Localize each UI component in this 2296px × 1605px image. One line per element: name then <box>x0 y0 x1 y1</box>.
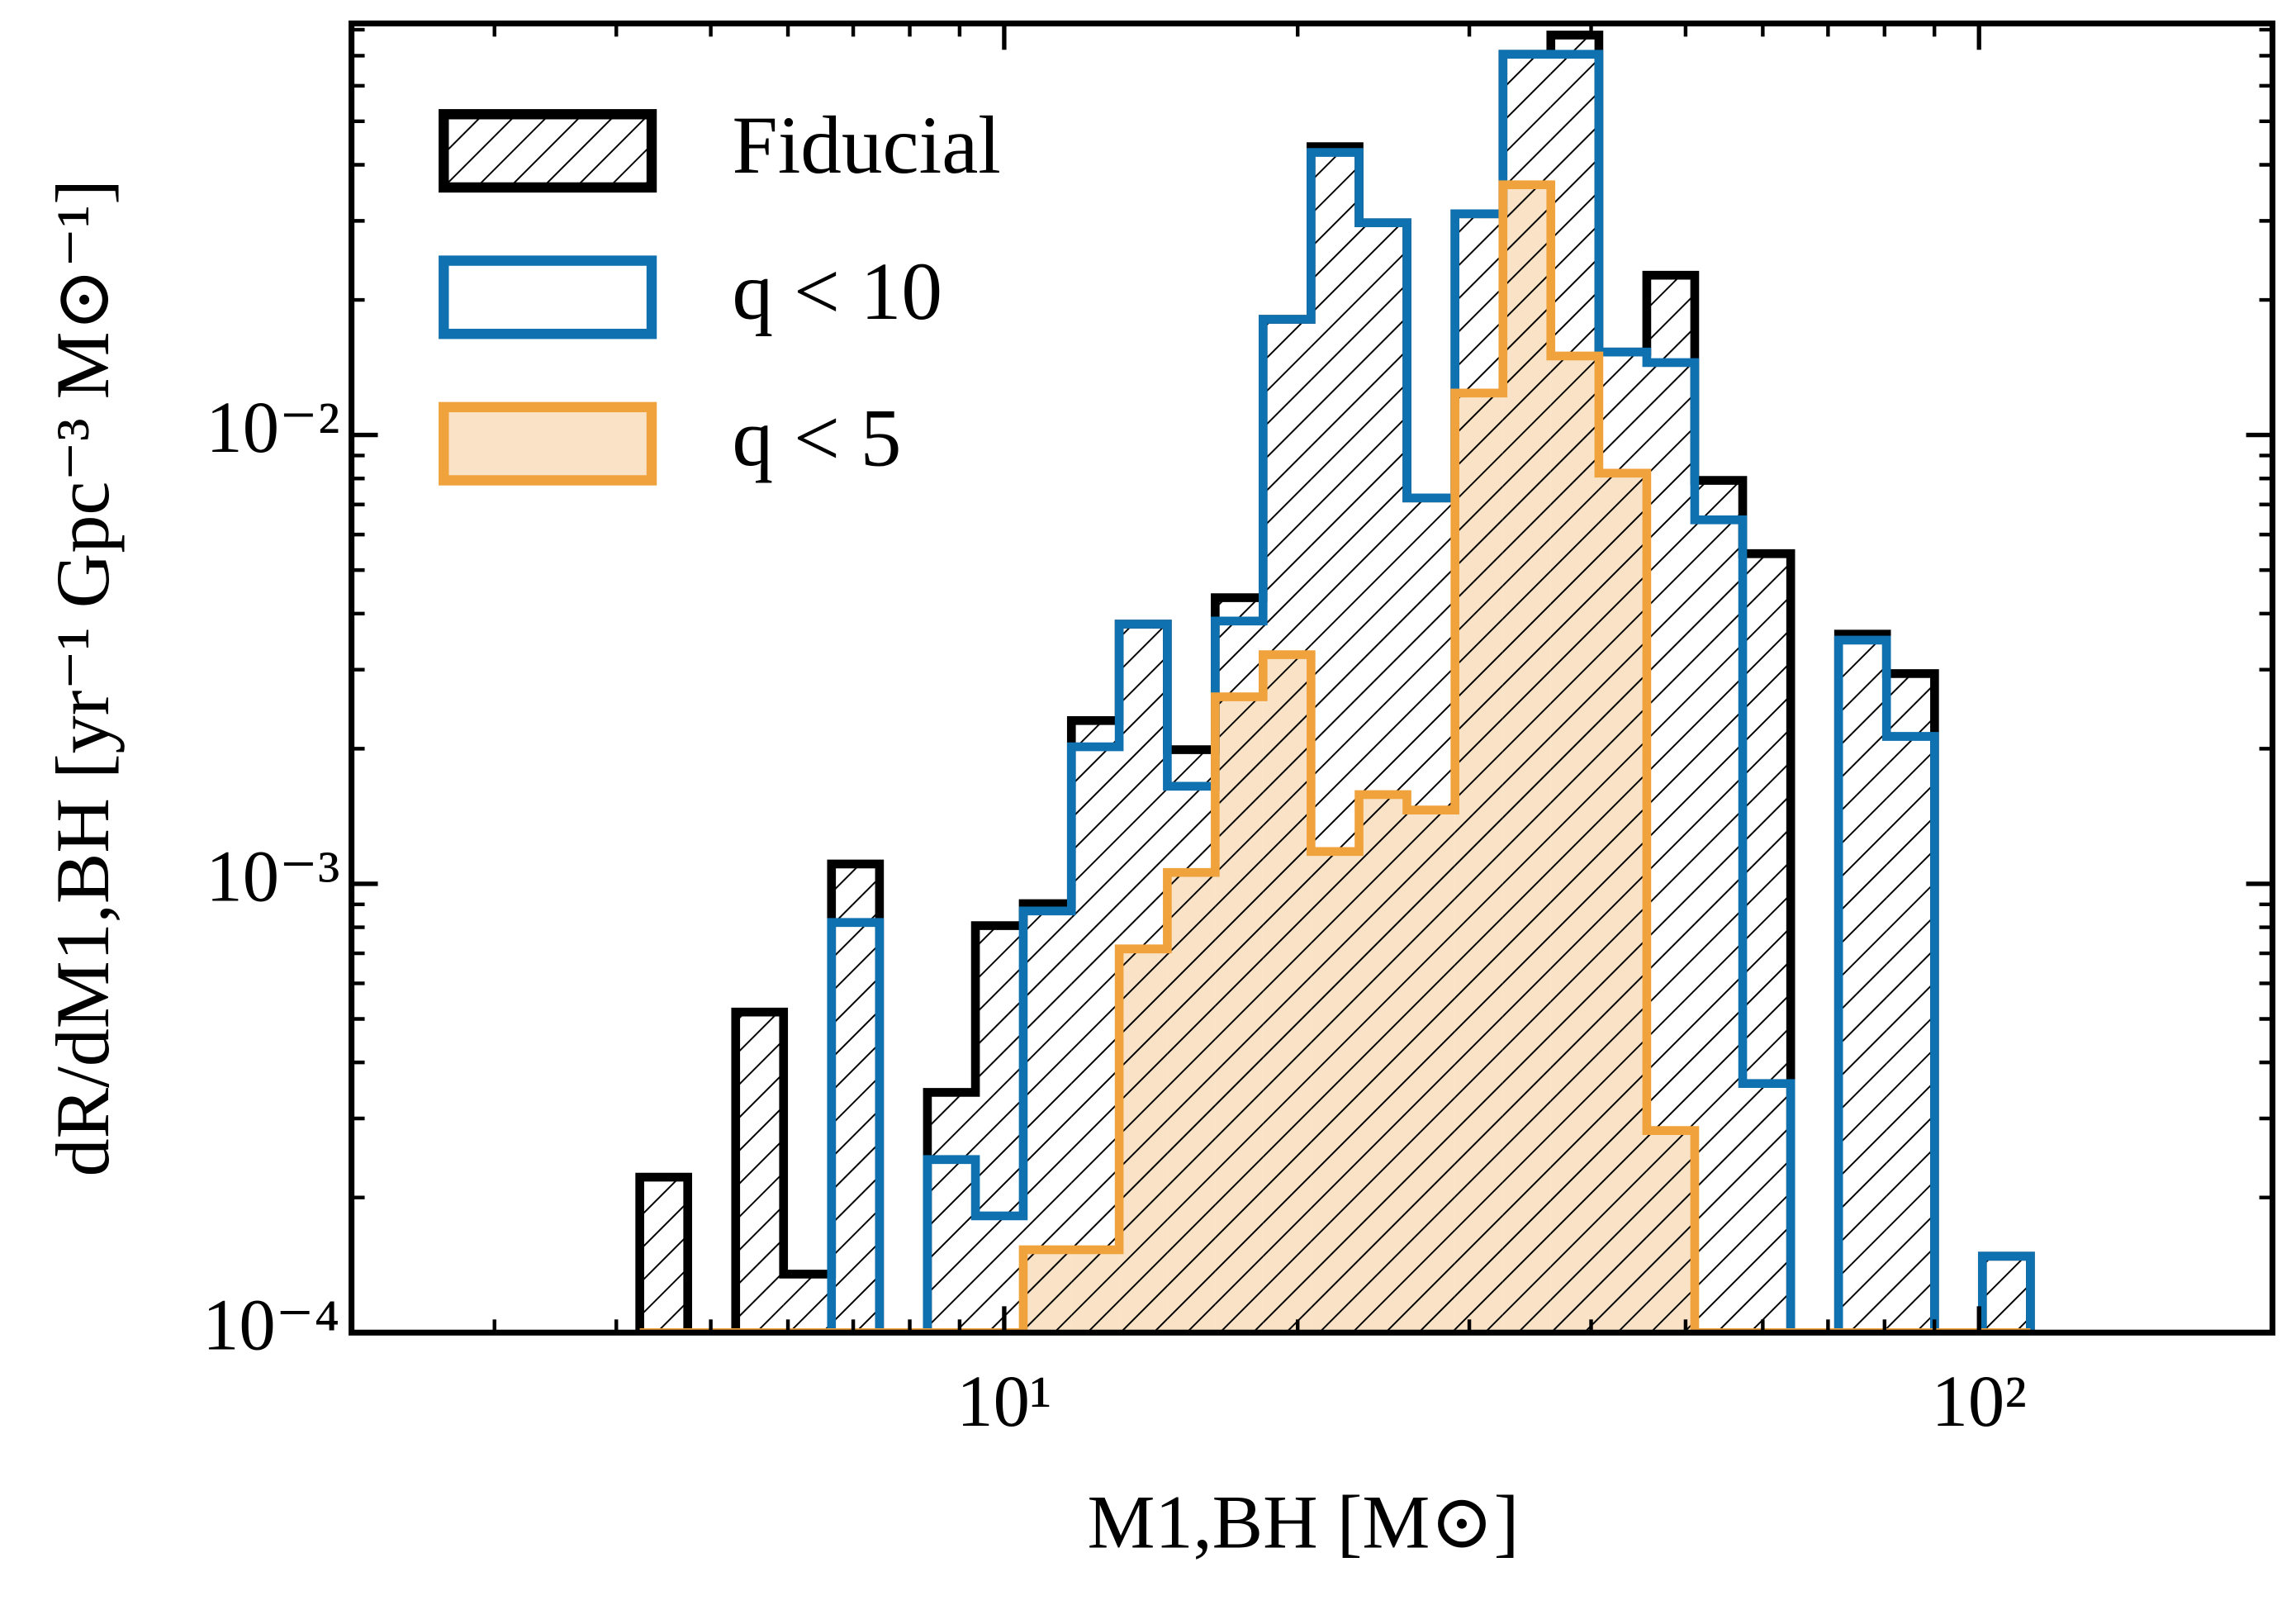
histogram-bar <box>1502 54 1551 1333</box>
histogram-bar <box>1311 146 1359 1333</box>
histogram-bar <box>1359 222 1407 1333</box>
histogram-bar <box>831 863 880 1333</box>
y-tick-label: 10⁻² <box>206 387 339 468</box>
histogram-bar <box>1071 720 1120 1333</box>
histogram-bar <box>1119 624 1168 1333</box>
legend-swatch <box>439 255 657 340</box>
histogram-outline <box>635 31 2035 1333</box>
histogram-bar <box>1886 673 1935 1333</box>
histogram-bar <box>1743 553 1791 1333</box>
histogram-bar <box>783 1274 832 1333</box>
plot-frame <box>349 20 2276 1336</box>
histogram-bar <box>1454 213 1503 1333</box>
histogram-bar <box>1022 904 1072 1333</box>
histogram-outline <box>639 50 2035 1333</box>
x-tick-label: 10¹ <box>956 1361 1051 1442</box>
legend-label: q < 10 <box>733 247 943 337</box>
histogram-outline <box>639 180 2031 1333</box>
histogram-bar <box>1838 634 1887 1333</box>
y-axis-label: dR/dM1,BH [yr⁻¹ Gpc⁻³ M⊙⁻¹] <box>40 179 125 1176</box>
legend-swatch <box>439 109 657 193</box>
histogram-bar <box>1694 480 1743 1333</box>
histogram-bar <box>1550 35 1599 1333</box>
histogram-bar <box>1215 597 1264 1333</box>
histogram-bar <box>975 925 1023 1333</box>
x-axis-label: M1,BH [M⊙] <box>1088 1480 1520 1565</box>
legend-label: Fiducial <box>733 101 1001 191</box>
histogram-bar <box>1407 497 1455 1333</box>
histogram-bar <box>1598 352 1647 1333</box>
histogram-bar <box>1263 319 1312 1333</box>
legend-label: q < 5 <box>733 393 902 483</box>
legend-swatch <box>439 401 657 486</box>
histogram-bar <box>1982 1256 2031 1333</box>
histogram-bar <box>639 1177 688 1333</box>
y-tick-label: 10⁻⁴ <box>202 1285 339 1366</box>
plot-area <box>635 31 2035 1333</box>
histogram-bar <box>927 1092 976 1333</box>
x-tick-label: 10² <box>1932 1361 2027 1442</box>
histogram-bar <box>735 1012 784 1333</box>
histogram-bar <box>1167 749 1216 1333</box>
histogram-bar <box>1646 275 1695 1333</box>
y-tick-label: 10⁻³ <box>206 836 339 917</box>
